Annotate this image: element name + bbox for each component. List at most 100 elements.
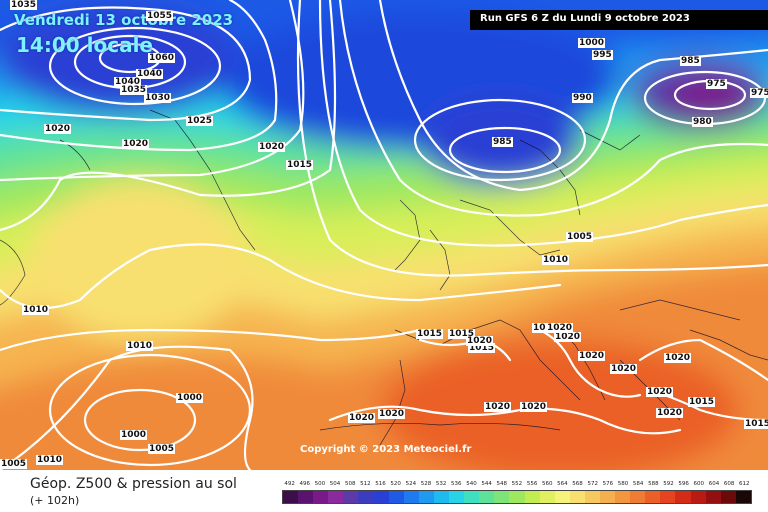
pressure-label: 1025 bbox=[186, 116, 214, 126]
scale-tick-label: 588 bbox=[648, 481, 659, 487]
scale-tick-label: 552 bbox=[511, 481, 523, 487]
scale-tick-label: 532 bbox=[435, 481, 447, 487]
scale-tick-label: 604 bbox=[708, 481, 720, 487]
pressure-label: 1015 bbox=[286, 160, 314, 170]
pressure-label: 1055 bbox=[146, 11, 174, 21]
pressure-label: 1015 bbox=[416, 329, 444, 339]
scale-swatch bbox=[418, 491, 434, 503]
pressure-label: 995 bbox=[592, 50, 613, 60]
scale-swatches bbox=[282, 490, 752, 504]
pressure-label: 1010 bbox=[126, 341, 154, 351]
scale-swatch bbox=[494, 491, 510, 503]
pressure-label: 1020 bbox=[546, 323, 574, 333]
pressure-label: 1020 bbox=[554, 332, 582, 342]
pressure-label: 1060 bbox=[148, 53, 176, 63]
scale-tick-label: 520 bbox=[390, 481, 401, 487]
scale-swatch bbox=[735, 491, 751, 503]
pressure-label: 1020 bbox=[122, 139, 150, 149]
pressure-label: 1000 bbox=[176, 393, 204, 403]
scale-swatch bbox=[569, 491, 585, 503]
scale-swatch bbox=[720, 491, 736, 503]
scale-tick-label: 560 bbox=[541, 481, 553, 487]
pressure-label: 1005 bbox=[148, 444, 176, 454]
scale-swatch bbox=[298, 491, 314, 503]
pressure-label: 975 bbox=[750, 88, 768, 98]
pressure-label: 1030 bbox=[144, 93, 172, 103]
scale-tick-label: 524 bbox=[405, 481, 417, 487]
pressure-label: 980 bbox=[692, 117, 713, 127]
pressure-label: 1020 bbox=[378, 409, 406, 419]
pressure-label: 1020 bbox=[520, 402, 548, 412]
geopotential-map bbox=[0, 0, 768, 470]
pressure-label: 1020 bbox=[610, 364, 638, 374]
pressure-label: 1020 bbox=[646, 387, 674, 397]
pressure-label: 1020 bbox=[664, 353, 692, 363]
scale-tick-label: 504 bbox=[329, 481, 341, 487]
scale-swatch bbox=[343, 491, 359, 503]
scale-tick-label: 564 bbox=[557, 481, 568, 487]
copyright-text: Copyright © 2023 Meteociel.fr bbox=[300, 444, 472, 455]
scale-swatch bbox=[388, 491, 404, 503]
pressure-label: 1015 bbox=[744, 419, 768, 429]
scale-tick-label: 496 bbox=[299, 481, 310, 487]
scale-tick-label: 592 bbox=[663, 481, 674, 487]
scale-swatch bbox=[554, 491, 570, 503]
scale-tick-label: 576 bbox=[602, 481, 614, 487]
scale-swatch bbox=[705, 491, 721, 503]
scale-tick-label: 508 bbox=[344, 481, 356, 487]
scale-tick-label: 548 bbox=[496, 481, 508, 487]
scale-tick-label: 516 bbox=[375, 481, 386, 487]
scale-tick-label: 612 bbox=[739, 481, 750, 487]
scale-swatch bbox=[283, 491, 299, 503]
scale-tick-label: 572 bbox=[587, 481, 598, 487]
pressure-label: 1010 bbox=[22, 305, 50, 315]
pressure-label: 1040 bbox=[136, 69, 164, 79]
scale-swatch bbox=[464, 491, 480, 503]
pressure-label: 1035 bbox=[10, 0, 38, 10]
scale-tick-label: 556 bbox=[526, 481, 538, 487]
coastlines bbox=[0, 109, 768, 446]
map-panel: Vendredi 13 octobre 2023 14:00 locale Ru… bbox=[0, 0, 768, 470]
legend-title: Géop. Z500 & pression au sol bbox=[30, 476, 237, 492]
pressure-label: 1015 bbox=[688, 397, 716, 407]
scale-swatch bbox=[584, 491, 600, 503]
scale-swatch bbox=[449, 491, 465, 503]
scale-swatch bbox=[675, 491, 691, 503]
pressure-label: 1035 bbox=[120, 85, 148, 95]
pressure-label: 1020 bbox=[578, 351, 606, 361]
scale-tick-label: 608 bbox=[723, 481, 735, 487]
scale-tick-label: 596 bbox=[678, 481, 689, 487]
scale-swatch bbox=[524, 491, 540, 503]
pressure-label: 1010 bbox=[542, 255, 570, 265]
scale-tick-label: 492 bbox=[284, 481, 295, 487]
scale-swatch bbox=[433, 491, 450, 503]
scale-tick-label: 568 bbox=[572, 481, 583, 487]
scale-ticks: 492 496 500 504 508 512 516 520 524 528 532 536 540 5… bbox=[282, 480, 752, 489]
scale-tick-label: 544 bbox=[481, 481, 492, 487]
pressure-label: 1020 bbox=[258, 142, 286, 152]
pressure-label: 1020 bbox=[44, 124, 72, 134]
pressure-label: 1015 bbox=[468, 343, 496, 353]
scale-swatch bbox=[328, 491, 344, 503]
color-scale: 492 496 500 504 508 512 516 520 524 528 532 536 540 5… bbox=[282, 480, 752, 506]
scale-swatch bbox=[539, 491, 555, 503]
pressure-label: 985 bbox=[492, 137, 513, 147]
pressure-label: 1005 bbox=[0, 459, 28, 469]
pressure-label: 1020 bbox=[484, 402, 512, 412]
pressure-label: 1040 bbox=[114, 77, 142, 87]
scale-swatch bbox=[509, 491, 525, 503]
scale-tick-label: 528 bbox=[420, 481, 432, 487]
scale-swatch bbox=[403, 491, 419, 503]
pressure-label: 1020 bbox=[466, 336, 494, 346]
run-info: Run GFS 6 Z du Lundi 9 octobre 2023 bbox=[470, 10, 768, 30]
pressure-label: 985 bbox=[680, 56, 701, 66]
pressure-label: 1010 bbox=[36, 455, 64, 465]
scale-swatch bbox=[479, 491, 495, 503]
pressure-label: 1000 bbox=[120, 430, 148, 440]
scale-swatch bbox=[630, 491, 646, 503]
scale-swatch bbox=[599, 491, 616, 503]
forecast-date: Vendredi 13 octobre 2023 bbox=[14, 11, 234, 29]
scale-tick-label: 600 bbox=[693, 481, 705, 487]
scale-swatch bbox=[615, 491, 631, 503]
pressure-label: 1020 bbox=[348, 413, 376, 423]
